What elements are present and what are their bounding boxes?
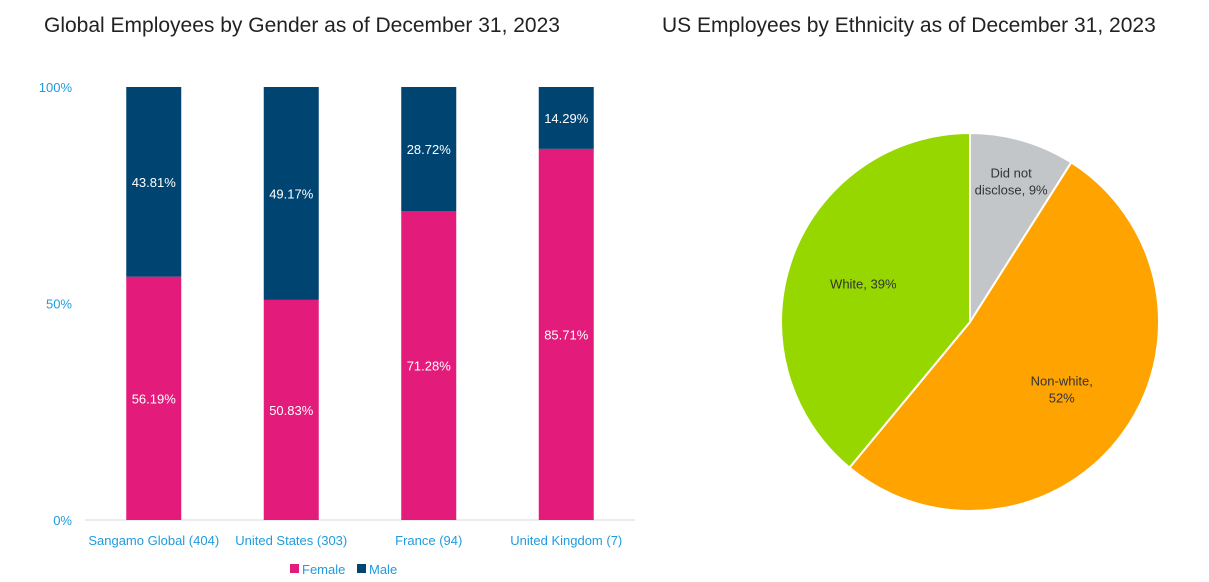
pie-label-line: disclose, 9% bbox=[975, 182, 1048, 197]
y-tick-label: 0% bbox=[53, 513, 72, 528]
bar-chart-title: Global Employees by Gender as of Decembe… bbox=[44, 14, 560, 37]
bar-data-label: 50.83% bbox=[269, 403, 314, 418]
bar-data-label: 85.71% bbox=[544, 327, 589, 342]
pie-label-line: Non-white, bbox=[1031, 374, 1093, 389]
bar-male bbox=[126, 87, 182, 277]
legend-swatch-male bbox=[357, 564, 366, 573]
legend-label-male: Male bbox=[369, 562, 397, 577]
y-tick-label: 100% bbox=[39, 80, 73, 95]
x-tick-label: United States (303) bbox=[235, 533, 347, 548]
pie-slice-non-white bbox=[848, 161, 1160, 512]
bar-data-label: 71.28% bbox=[407, 359, 452, 374]
legend-swatch-female bbox=[290, 564, 299, 573]
bar-female bbox=[401, 211, 457, 520]
pie-data-label: White, 39% bbox=[830, 277, 897, 292]
bar-male bbox=[263, 87, 319, 300]
legend-label-female: Female bbox=[302, 562, 345, 577]
pie-slice-white bbox=[780, 131, 971, 470]
pie-data-label: Non-white, 52% bbox=[1031, 374, 1093, 406]
x-tick-label: United Kingdom (7) bbox=[510, 533, 622, 548]
bar-data-label: 28.72% bbox=[407, 142, 452, 157]
pie-label-line: 52% bbox=[1049, 391, 1075, 406]
bar-female bbox=[263, 299, 319, 520]
bar-data-label: 43.81% bbox=[132, 175, 177, 190]
y-tick-label: 50% bbox=[46, 297, 72, 312]
x-tick-label: Sangamo Global (404) bbox=[88, 533, 219, 548]
bar-female bbox=[538, 148, 594, 520]
pie-chart-title: US Employees by Ethnicity as of December… bbox=[662, 14, 1156, 37]
pie-label-line: White, 39% bbox=[830, 277, 897, 292]
x-tick-label: France (94) bbox=[395, 533, 462, 548]
bar-data-label: 14.29% bbox=[544, 111, 589, 126]
bar-male bbox=[401, 87, 457, 212]
bar-female bbox=[126, 276, 182, 520]
pie-slice-did-not-disclose bbox=[969, 131, 1073, 326]
bar-data-label: 49.17% bbox=[269, 186, 314, 201]
bar-data-label: 56.19% bbox=[132, 391, 177, 406]
pie-label-line: Did not bbox=[991, 165, 1033, 180]
pie-data-label: Did not disclose, 9% bbox=[975, 165, 1048, 197]
bar-male bbox=[538, 87, 594, 149]
